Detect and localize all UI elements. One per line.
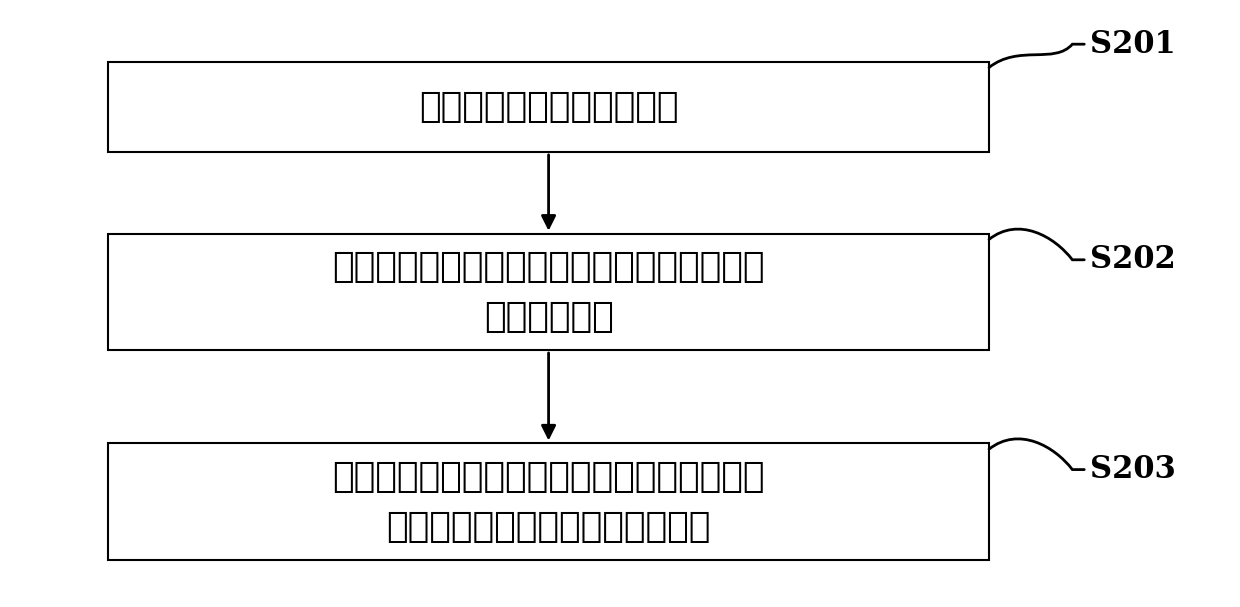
FancyBboxPatch shape	[108, 62, 990, 152]
Text: S203: S203	[1090, 454, 1176, 485]
FancyBboxPatch shape	[108, 234, 990, 350]
Text: S202: S202	[1090, 244, 1176, 276]
FancyBboxPatch shape	[108, 443, 990, 560]
Text: 根据各频点的配置概率对终端在目标小区内进
行切换时所需测量的频点进行配置: 根据各频点的配置概率对终端在目标小区内进 行切换时所需测量的频点进行配置	[332, 459, 765, 544]
Text: 分析测量报告，确定测量报告中包含的每一频
点的配置概率: 分析测量报告，确定测量报告中包含的每一频 点的配置概率	[332, 249, 765, 334]
Text: S201: S201	[1090, 29, 1176, 59]
Text: 针对目标小区搜集测量报告: 针对目标小区搜集测量报告	[419, 90, 678, 124]
